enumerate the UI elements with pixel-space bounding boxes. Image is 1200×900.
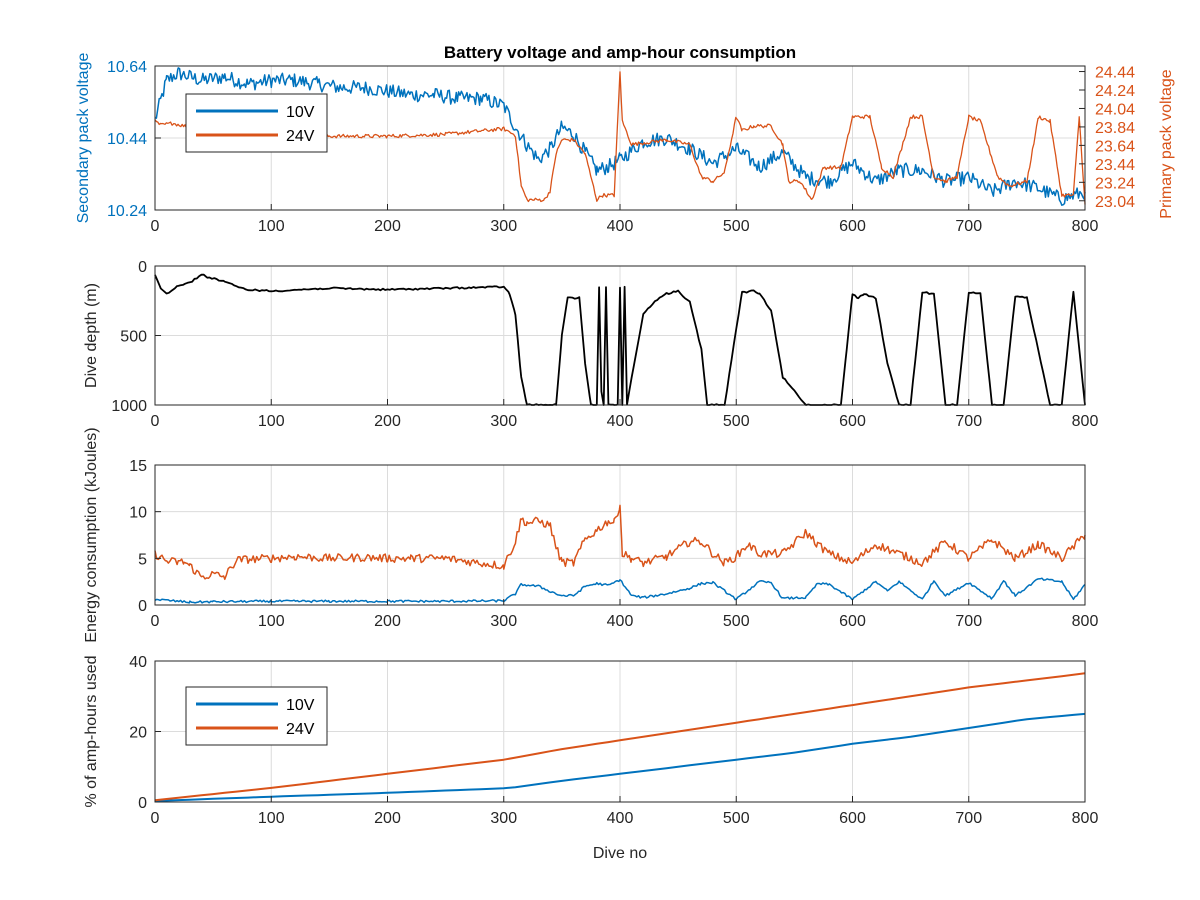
x-tick-label: 700 bbox=[955, 613, 982, 630]
depth-axes: 0 100 200 300 400 500 600 700 800 0 500 1000 Dive de… bbox=[83, 259, 1098, 430]
x-tick-label: 800 bbox=[1072, 810, 1099, 827]
x-tick-label: 200 bbox=[374, 218, 401, 235]
x-tick-label: 600 bbox=[839, 810, 866, 827]
x-tick-label: 300 bbox=[490, 613, 517, 630]
y-right-tick-label: 23.24 bbox=[1095, 175, 1135, 192]
x-tick-label: 0 bbox=[151, 613, 160, 630]
y-axis-label: Energy consumption (kJoules) bbox=[83, 427, 100, 642]
x-tick-label: 200 bbox=[374, 613, 401, 630]
x-axis-label: Dive no bbox=[593, 845, 647, 862]
x-tick-label: 400 bbox=[607, 218, 634, 235]
x-tick-label: 300 bbox=[490, 218, 517, 235]
x-tick-label: 200 bbox=[374, 810, 401, 827]
legend-box bbox=[185, 93, 328, 153]
series-line-24v bbox=[154, 672, 1086, 802]
x-tick-label: 0 bbox=[151, 413, 160, 430]
x-tick-label: 200 bbox=[374, 413, 401, 430]
y-axis-label: % of amp-hours used bbox=[83, 655, 100, 807]
y-tick-label: 10 bbox=[129, 505, 147, 522]
legend-box bbox=[185, 686, 328, 746]
y-tick-label: 5 bbox=[138, 551, 147, 568]
x-tick-label: 500 bbox=[723, 218, 750, 235]
x-tick-label: 300 bbox=[490, 810, 517, 827]
x-tick-label: 300 bbox=[490, 413, 517, 430]
x-tick-label: 100 bbox=[258, 413, 285, 430]
y-axis-label: Dive depth (m) bbox=[83, 283, 100, 388]
x-tick-label: 100 bbox=[258, 218, 285, 235]
x-tick-label: 0 bbox=[151, 218, 160, 235]
series-line-10v bbox=[154, 712, 1086, 802]
y-right-tick-label: 23.44 bbox=[1095, 157, 1135, 174]
voltage-axes: 0 100 200 300 400 500 600 700 800 10.24 10.44 10.64… bbox=[75, 53, 1175, 235]
legend-label: 24V bbox=[286, 128, 315, 145]
y-tick-label: 0 bbox=[138, 598, 147, 615]
x-tick-label: 500 bbox=[723, 810, 750, 827]
y-tick-label: 10.64 bbox=[107, 59, 147, 76]
y-tick-label: 40 bbox=[129, 654, 147, 671]
x-tick-label: 800 bbox=[1072, 613, 1099, 630]
x-tick-label: 500 bbox=[723, 413, 750, 430]
y-tick-label: 0 bbox=[138, 259, 147, 276]
y-right-tick-label: 23.64 bbox=[1095, 138, 1135, 155]
y-tick-label: 0 bbox=[138, 795, 147, 812]
x-tick-label: 800 bbox=[1072, 218, 1099, 235]
legend-label: 10V bbox=[286, 104, 315, 121]
x-tick-label: 600 bbox=[839, 218, 866, 235]
energy-axes: 0 100 200 300 400 500 600 700 800 0 5 10 15 Energy co… bbox=[83, 427, 1098, 642]
series-line-10v bbox=[154, 67, 1086, 206]
y-axis-label: Secondary pack voltage bbox=[75, 53, 92, 224]
x-tick-label: 600 bbox=[839, 613, 866, 630]
y-right-tick-label: 24.44 bbox=[1095, 65, 1135, 82]
y-tick-label: 500 bbox=[120, 329, 147, 346]
figure-title: Battery voltage and amp-hour consumption bbox=[444, 43, 796, 62]
x-tick-label: 400 bbox=[607, 613, 634, 630]
y-right-tick-label: 23.04 bbox=[1095, 194, 1135, 211]
x-tick-label: 100 bbox=[258, 810, 285, 827]
x-tick-label: 700 bbox=[955, 218, 982, 235]
x-tick-label: 600 bbox=[839, 413, 866, 430]
y-tick-label: 10.44 bbox=[107, 131, 147, 148]
amphours-axes: 0 100 200 300 400 500 600 700 800 0 20 40 % of amp-h… bbox=[83, 654, 1098, 827]
x-tick-label: 800 bbox=[1072, 413, 1099, 430]
x-tick-label: 400 bbox=[607, 413, 634, 430]
y-right-tick-label: 23.84 bbox=[1095, 120, 1135, 137]
series-line-24v bbox=[154, 504, 1086, 581]
y-right-tick-label: 24.24 bbox=[1095, 83, 1135, 100]
y-right-tick-label: 24.04 bbox=[1095, 101, 1135, 118]
y-tick-label: 20 bbox=[129, 725, 147, 742]
y-tick-label: 15 bbox=[129, 458, 147, 475]
y-axis-label-right: Primary pack voltage bbox=[1158, 69, 1175, 218]
x-tick-label: 100 bbox=[258, 613, 285, 630]
x-tick-label: 500 bbox=[723, 613, 750, 630]
x-tick-label: 400 bbox=[607, 810, 634, 827]
y-tick-label: 10.24 bbox=[107, 203, 147, 220]
y-tick-label: 1000 bbox=[111, 398, 147, 415]
legend-label: 24V bbox=[286, 721, 315, 738]
legend-label: 10V bbox=[286, 697, 315, 714]
x-tick-label: 0 bbox=[151, 810, 160, 827]
series-line-10v bbox=[154, 577, 1086, 604]
x-tick-label: 700 bbox=[955, 810, 982, 827]
x-tick-label: 700 bbox=[955, 413, 982, 430]
